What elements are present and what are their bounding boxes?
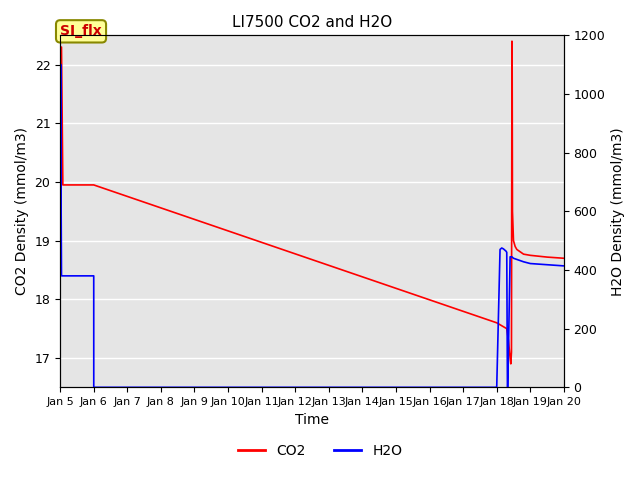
X-axis label: Time: Time: [295, 413, 329, 427]
Y-axis label: CO2 Density (mmol/m3): CO2 Density (mmol/m3): [15, 127, 29, 295]
Title: LI7500 CO2 and H2O: LI7500 CO2 and H2O: [232, 15, 392, 30]
Legend: CO2, H2O: CO2, H2O: [232, 438, 408, 464]
Text: SI_flx: SI_flx: [60, 24, 102, 38]
Y-axis label: H2O Density (mmol/m3): H2O Density (mmol/m3): [611, 127, 625, 296]
